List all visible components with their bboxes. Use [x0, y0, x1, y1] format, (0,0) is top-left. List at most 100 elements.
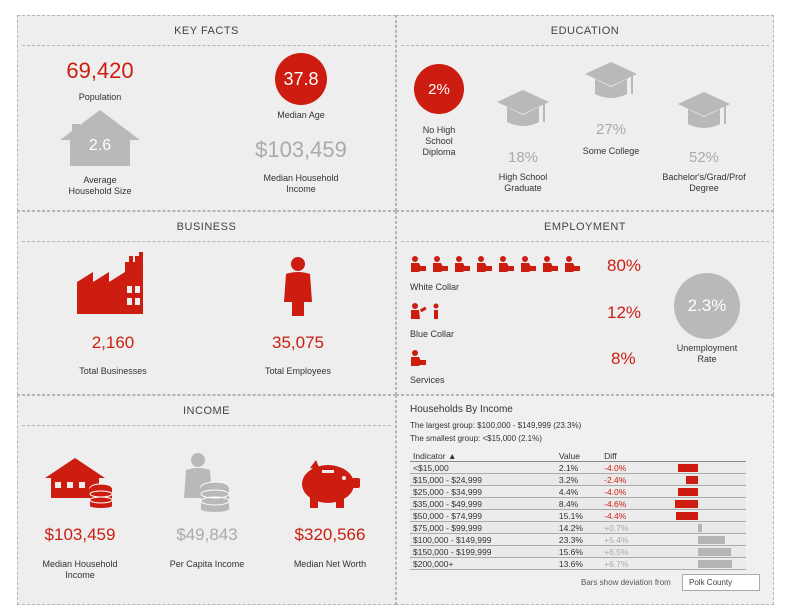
education-panel: EDUCATION: [396, 15, 774, 211]
employment-title: EMPLOYMENT: [397, 212, 773, 242]
indicator-cell: <$15,000: [410, 461, 556, 474]
value-cell: 14.2%: [555, 521, 602, 534]
bachelor-value: 52%: [688, 149, 720, 166]
diff-cell: -4.4%: [601, 509, 646, 522]
table-row: $150,000 - $199,999 15.6% +6.5%: [410, 545, 746, 558]
deviation-bar: [698, 560, 732, 568]
diff-cell: +6.5%: [601, 545, 646, 558]
deviation-bar: [698, 536, 726, 544]
diff-cell: -2.4%: [601, 473, 646, 486]
diff-cell: +6.7%: [601, 557, 646, 570]
key-facts-panel: KEY FACTS: [17, 15, 396, 211]
businesses-label: Total Businesses: [79, 366, 147, 376]
diff-column-header[interactable]: Diff: [601, 450, 646, 462]
employees-label: Total Employees: [264, 366, 332, 376]
indicator-cell: $75,000 - $99,999: [410, 521, 556, 534]
no-hs-label-1: No High: [422, 125, 456, 135]
indicator-cell: $150,000 - $199,999: [410, 545, 556, 558]
deviation-bar: [678, 488, 699, 496]
table-row: <$15,000 2.1% -4.0%: [410, 461, 746, 474]
diff-cell: +0.7%: [601, 521, 646, 534]
median-age-value: 37.8: [283, 68, 319, 89]
services-icon: [410, 349, 430, 367]
deviation-bar: [698, 548, 731, 556]
table-row: $75,000 - $99,999 14.2% +0.7%: [410, 521, 746, 534]
piggy-bank-icon: [302, 460, 360, 508]
bachelor-label-2: Degree: [689, 183, 719, 193]
graduation-cap-icon: [678, 92, 730, 128]
no-hs-label-2: School: [425, 136, 453, 146]
population-label: Population: [78, 92, 122, 102]
deviation-bar-cell: [645, 557, 746, 570]
no-hs-value: 2%: [428, 80, 450, 98]
person-money-icon: [184, 453, 230, 512]
median-household-label-1: Median Household: [42, 559, 118, 569]
median-age-label: Median Age: [277, 110, 325, 120]
income-table: Indicator ▲ Value Diff <$15,000 2.1% -4.0%…: [410, 450, 746, 570]
graduation-cap-icon: [585, 62, 637, 98]
per-capita-label: Per Capita Income: [169, 559, 245, 569]
net-worth-label: Median Net Worth: [293, 559, 367, 569]
table-row: $35,000 - $49,999 8.4% -4.6%: [410, 497, 746, 510]
blue-collar-icons: [410, 302, 450, 320]
value-cell: 15.1%: [555, 509, 602, 522]
employees-value: 35,075: [272, 333, 324, 352]
unemployment-value: 2.3%: [687, 296, 727, 315]
value-column-header[interactable]: Value: [555, 450, 602, 462]
median-household-value: $103,459: [44, 525, 116, 544]
unemployment-circle: 2.3%: [674, 273, 740, 339]
value-cell: 2.1%: [555, 461, 602, 474]
value-cell: 23.3%: [555, 533, 602, 546]
no-hs-circle: 2%: [414, 64, 464, 114]
deviation-bar-cell: [645, 461, 746, 474]
household-size-label-2: Household Size: [68, 186, 132, 196]
indicator-cell: $35,000 - $49,999: [410, 497, 556, 510]
largest-group-text: The largest group: $100,000 - $149,999 (…: [410, 421, 582, 430]
population-value: 69,420: [66, 58, 134, 83]
deviation-bar-cell: [645, 485, 746, 498]
indicator-cell: $15,000 - $24,999: [410, 473, 556, 486]
white-collar-label: White Collar: [410, 282, 460, 292]
graduation-cap-icon: [497, 90, 549, 126]
factory-icon: [77, 252, 143, 314]
value-cell: 13.6%: [555, 557, 602, 570]
net-worth-value: $320,566: [294, 525, 366, 544]
income-table-body: <$15,000 2.1% -4.0% $15,000 - $24,999 3.2% -2…: [410, 461, 746, 570]
deviation-bar-cell: [645, 473, 746, 486]
services-value: 8%: [611, 349, 636, 368]
diff-cell: -4.0%: [601, 461, 646, 474]
indicator-cell: $100,000 - $149,999: [410, 533, 556, 546]
value-cell: 15.6%: [555, 545, 602, 558]
deviation-bar-cell: [645, 497, 746, 510]
table-row: $200,000+ 13.6% +6.7%: [410, 557, 746, 570]
hs-value: 18%: [507, 149, 539, 166]
indicator-cell: $25,000 - $34,999: [410, 485, 556, 498]
white-collar-icons: [410, 255, 590, 273]
table-header: Indicator ▲ Value Diff: [410, 450, 746, 462]
median-income-label-1: Median Household: [263, 173, 339, 183]
bachelor-label-1: Bachelor's/Grad/Prof: [662, 172, 746, 182]
college-label: Some College: [582, 146, 640, 156]
deviation-bar: [678, 464, 699, 472]
table-row: $50,000 - $74,999 15.1% -4.4%: [410, 509, 746, 522]
households-title: Households By Income: [410, 404, 513, 415]
deviation-bar-cell: [645, 521, 746, 534]
indicator-column-header[interactable]: Indicator ▲: [410, 450, 556, 462]
bar-column-header: [645, 450, 746, 462]
value-cell: 3.2%: [555, 473, 602, 486]
blue-collar-value: 12%: [607, 303, 642, 322]
hs-label-2: Graduate: [504, 183, 542, 193]
deviation-bar-cell: [645, 545, 746, 558]
deviation-bar-cell: [645, 509, 746, 522]
diff-cell: -4.0%: [601, 485, 646, 498]
deviation-bar: [698, 524, 702, 532]
business-title: BUSINESS: [18, 212, 395, 242]
services-label: Services: [410, 375, 445, 385]
value-cell: 4.4%: [555, 485, 602, 498]
household-size-label-1: Average: [83, 175, 117, 185]
key-facts-title: KEY FACTS: [18, 16, 395, 46]
hs-label-1: High School: [498, 172, 548, 182]
median-household-label-2: Income: [65, 570, 95, 580]
deviation-bar-cell: [645, 533, 746, 546]
compare-area-select[interactable]: Polk County: [682, 574, 760, 591]
